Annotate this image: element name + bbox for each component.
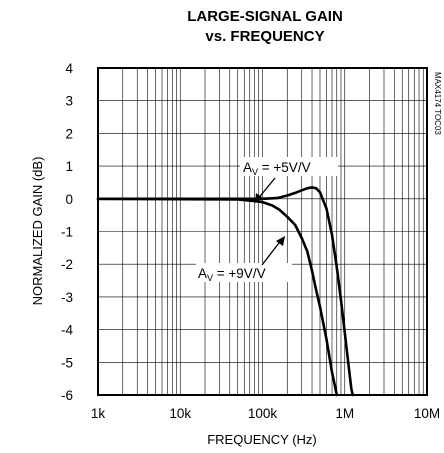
y-tick-label: 4: [65, 61, 73, 76]
series-line-av9: [96, 197, 339, 397]
figure-code: MAX4174 TOC03: [433, 72, 442, 135]
plot-frame: [97, 67, 428, 396]
annotation-av5-label: AV = +5V/V: [243, 160, 311, 177]
y-tick-label: 1: [65, 159, 73, 174]
x-axis-label: FREQUENCY (Hz): [207, 432, 317, 447]
y-tick-label: -1: [61, 225, 73, 240]
x-tick-label: 10k: [169, 406, 191, 421]
y-tick-label: -3: [61, 290, 73, 305]
y-tick-label: -4: [61, 323, 73, 338]
x-tick-label: 1M: [335, 406, 354, 421]
series-line-av5: [96, 186, 355, 397]
annotation-av9-background: [196, 263, 292, 282]
y-axis-label: NORMALIZED GAIN (dB): [30, 157, 45, 306]
chart-title-line1: LARGE-SIGNAL GAIN: [187, 8, 343, 25]
y-tick-label: -6: [61, 388, 73, 403]
annotation-av9-arrow: [261, 238, 283, 266]
annotation-av5-arrowhead: [255, 193, 263, 203]
x-tick-label: 100k: [248, 406, 278, 421]
x-tick-label: 1k: [91, 406, 106, 421]
annotation-av9: AV = +9V/V: [196, 236, 292, 283]
y-tick-label: 2: [65, 126, 73, 141]
y-tick-label: -5: [61, 355, 73, 370]
annotation-av5-background: [240, 157, 338, 176]
x-tick-label: 10M: [414, 406, 440, 421]
series-lines: [96, 186, 355, 397]
y-tick-label: 0: [65, 192, 73, 207]
grid-lines: [97, 67, 428, 396]
annotation-av9-arrowhead: [276, 236, 285, 246]
y-tick-label: 3: [65, 94, 73, 109]
y-tick-label: -2: [61, 257, 73, 272]
y-tick-labels: 4 3 2 1 0 -1 -2 -3 -4 -5 -6: [61, 61, 74, 403]
annotation-av5: AV = +5V/V: [240, 157, 338, 203]
x-tick-labels: 1k 10k 100k 1M 10M: [91, 406, 440, 421]
chart-title-line2: vs. FREQUENCY: [205, 28, 324, 45]
annotation-av9-label: AV = +9V/V: [198, 266, 266, 283]
